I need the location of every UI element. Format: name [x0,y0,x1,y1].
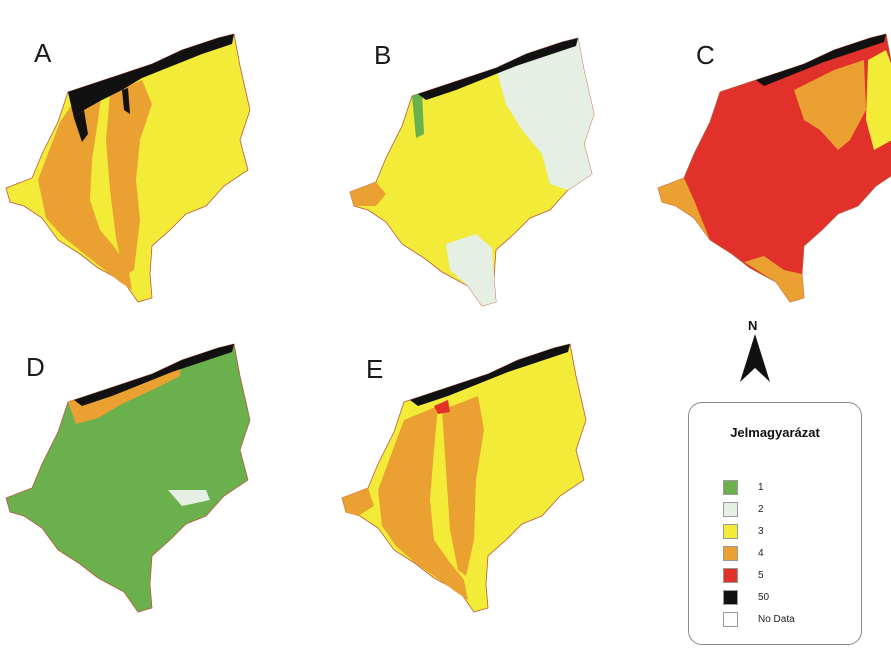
legend-swatch [723,501,738,517]
legend-swatch [723,567,738,583]
class-4-zone [794,60,866,150]
class-4-zone [744,256,804,302]
class-50-zone [74,110,88,142]
legend-label: 1 [758,481,764,493]
map-panel-d [5,343,251,613]
class-50-zone [68,34,234,118]
legend-label: 5 [758,569,764,581]
class-3-zone [866,50,891,150]
legend-label: 3 [758,525,764,537]
map-panel-c [657,33,891,303]
class-4-zone [350,182,386,206]
class-50-zone [122,88,130,114]
panel-label-b: B [374,40,392,70]
class-5-zone [434,400,450,414]
panel-label-d: D [26,352,45,382]
class-4-zone [342,488,374,516]
legend-label: 50 [758,591,770,603]
legend-item: 1 [723,479,764,495]
legend-swatch [723,479,738,495]
map-panel-b [349,37,595,307]
class-50-zone [74,344,234,406]
class-4-zone [658,178,710,240]
legend-item: 5 [723,567,764,583]
legend-label: 4 [758,547,764,559]
panel-label-c: C [696,40,715,70]
class-2-zone [168,490,210,506]
legend-label: 2 [758,503,764,515]
map-panel-a [5,33,251,303]
class-4-zone [378,406,468,600]
class-1-zone [412,92,424,138]
legend-item: 2 [723,501,764,517]
class-50-zone [410,344,570,406]
panel-label-e: E [366,354,384,384]
legend-item: 50 [723,589,769,605]
panel-label-a: A [34,38,52,68]
class-50-zone [756,34,886,86]
legend-swatch [723,545,738,561]
class-50-zone [418,38,578,100]
legend-title: Jelmagyarázat [730,425,820,440]
class-4-zone [38,90,132,290]
legend-label: No Data [758,613,795,625]
legend-swatch [723,589,738,605]
legend: Jelmagyarázat 1 2 3 4 5 50 No Data [688,402,862,645]
north-arrow-icon [740,334,770,382]
legend-item: 4 [723,545,764,561]
north-label: N [748,318,758,333]
class-4-zone [106,80,152,276]
map-panel-e [341,343,587,613]
class-2-zone [496,38,594,190]
legend-item: 3 [723,523,764,539]
class-4-zone [442,396,484,576]
class-2-zone [446,234,496,306]
legend-swatch [723,611,738,627]
legend-item: No Data [723,611,795,627]
legend-swatch [723,523,738,539]
